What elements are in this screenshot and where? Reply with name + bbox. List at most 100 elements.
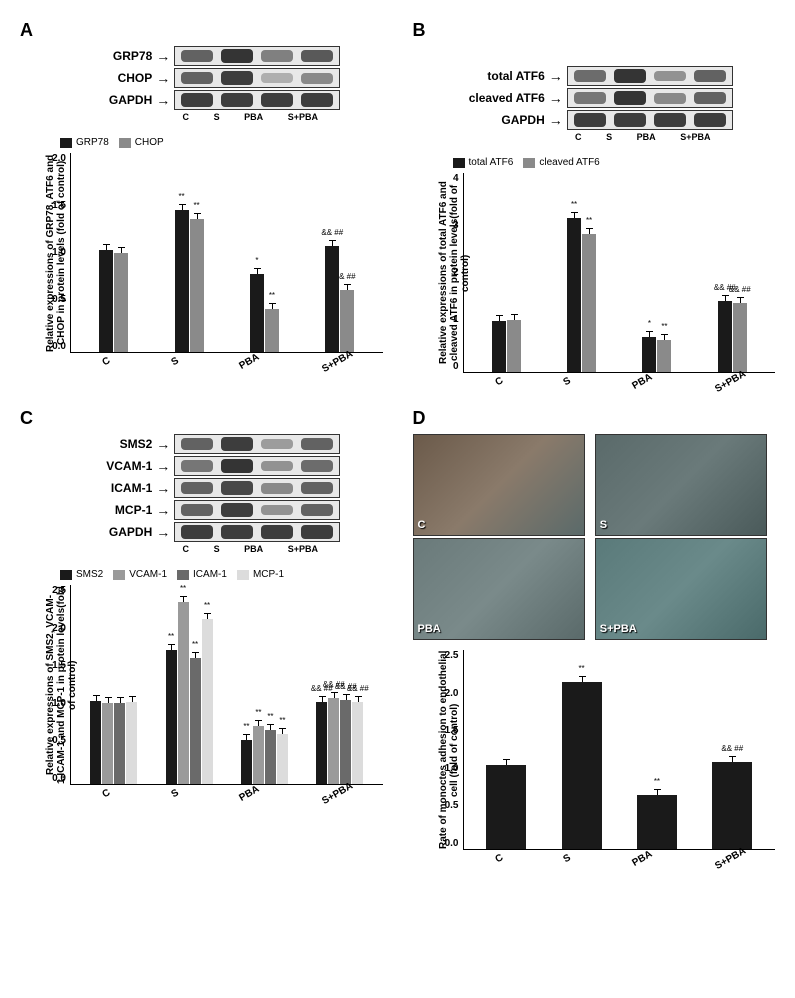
significance-marker: ** (654, 777, 660, 786)
panel-b-yticks: 43210 (434, 173, 459, 372)
blot-band (221, 49, 253, 63)
panel-c: C SMS2→VCAM-1→ICAM-1→MCP-1→GAPDH→CSPBAS+… (20, 408, 383, 865)
x-label: PBA (238, 352, 262, 372)
significance-marker: ** (586, 216, 592, 225)
micrograph-label: C (418, 519, 426, 531)
bar: && ## (712, 762, 752, 849)
significance-marker: ** (204, 601, 210, 610)
significance-marker: ** (661, 322, 667, 331)
panel-b-legend: total ATF6cleaved ATF6 (413, 157, 776, 168)
blot-band (261, 93, 293, 106)
significance-marker: && ## (347, 684, 369, 693)
bar: && ## (733, 303, 747, 372)
blot-strip (174, 522, 340, 542)
legend-label: SMS2 (76, 569, 103, 580)
y-tick: 0 (434, 361, 459, 372)
legend-item: GRP78 (60, 137, 109, 148)
error-bar (649, 331, 650, 337)
blot-band (301, 73, 333, 84)
bar-group: ******** (166, 602, 213, 784)
bar: ** (657, 340, 671, 372)
blot-band (654, 113, 686, 126)
blot-band (221, 71, 253, 84)
legend-label: total ATF6 (469, 157, 514, 168)
y-tick: 2 (434, 267, 459, 278)
blot-row: SMS2→ (62, 434, 340, 454)
micrograph: PBA (413, 538, 585, 640)
significance-marker: ** (192, 640, 198, 649)
legend-swatch (177, 570, 189, 580)
lane-label: PBA (637, 132, 656, 142)
legend-swatch (60, 138, 72, 148)
y-tick: 1.5 (434, 725, 459, 736)
blot-protein-label: total ATF6 (455, 69, 545, 83)
blot-strip (567, 88, 733, 108)
legend-swatch (60, 570, 72, 580)
blot-row: cleaved ATF6→ (455, 88, 733, 108)
significance-marker: && ## (729, 285, 751, 294)
blot-row: GAPDH→ (62, 90, 340, 110)
blot-strip (174, 90, 340, 110)
error-bar (664, 334, 665, 340)
x-label: PBA (630, 849, 654, 869)
bar: ** (166, 650, 177, 784)
bar-group: && ##&& ## (718, 301, 747, 372)
bar-group (492, 320, 521, 373)
blot-band (221, 525, 253, 538)
panel-d-chart-wrapper: Rate of monoctes adhesion to endothelial… (413, 650, 776, 865)
arrow-icon: → (156, 502, 170, 518)
figure-container: A GRP78→CHOP→GAPDH→CSPBAS+PBA GRP78CHOP … (20, 20, 775, 865)
panel-c-plot: 2.52.01.51.00.50.0 ****************&& ##… (70, 585, 383, 785)
x-label: C (493, 852, 505, 865)
blot-protein-label: VCAM-1 (62, 459, 152, 473)
blot-band (221, 437, 253, 450)
error-bar (347, 284, 348, 290)
blot-row: GRP78→ (62, 46, 340, 66)
lane-label: S (214, 112, 220, 122)
y-tick: 1.0 (41, 698, 66, 709)
y-tick: 2.5 (41, 585, 66, 596)
bar-group: ******** (241, 726, 288, 784)
panel-b-bars: *******&& ##&& ## (464, 173, 776, 372)
blot-band (221, 93, 253, 106)
legend-item: VCAM-1 (113, 569, 167, 580)
error-bar (589, 228, 590, 234)
blot-band (301, 50, 333, 63)
error-bar (322, 696, 323, 702)
error-bar (197, 213, 198, 219)
error-bar (120, 697, 121, 703)
blot-band (654, 93, 686, 104)
significance-marker: ** (571, 200, 577, 209)
blot-band (694, 113, 726, 126)
panel-d-chart: Rate of monoctes adhesion to endothelial… (438, 650, 776, 850)
x-label: S (169, 355, 180, 368)
micrograph: C (413, 434, 585, 536)
significance-marker: * (648, 319, 651, 328)
legend-label: GRP78 (76, 137, 109, 148)
bar: ** (637, 795, 677, 849)
bar: ** (562, 682, 602, 849)
legend-item: CHOP (119, 137, 164, 148)
blot-band (181, 93, 213, 106)
error-bar (657, 789, 658, 795)
significance-marker: ** (255, 708, 261, 717)
legend-swatch (237, 570, 249, 580)
bar-group (99, 250, 128, 352)
bar: ** (567, 218, 581, 372)
significance-marker: ** (279, 716, 285, 725)
panel-b-blots: total ATF6→cleaved ATF6→GAPDH→CSPBAS+PBA (413, 66, 776, 142)
significance-marker: ** (267, 712, 273, 721)
lane-label: C (183, 112, 190, 122)
blot-strip (174, 456, 340, 476)
legend-label: VCAM-1 (129, 569, 167, 580)
bar: && ## (352, 702, 363, 784)
blot-band (221, 503, 253, 516)
x-label: S (562, 375, 573, 388)
lane-label: S+PBA (288, 112, 318, 122)
panel-b-chart: Relative expressions of total ATF6 and c… (438, 173, 776, 373)
panel-a-yticks: 2.01.51.00.50.0 (41, 153, 66, 352)
bar: ** (202, 619, 213, 784)
bar-group: && ##&& ##&& ##&& ## (316, 698, 363, 784)
y-tick: 1 (434, 314, 459, 325)
y-tick: 2.0 (41, 153, 66, 164)
